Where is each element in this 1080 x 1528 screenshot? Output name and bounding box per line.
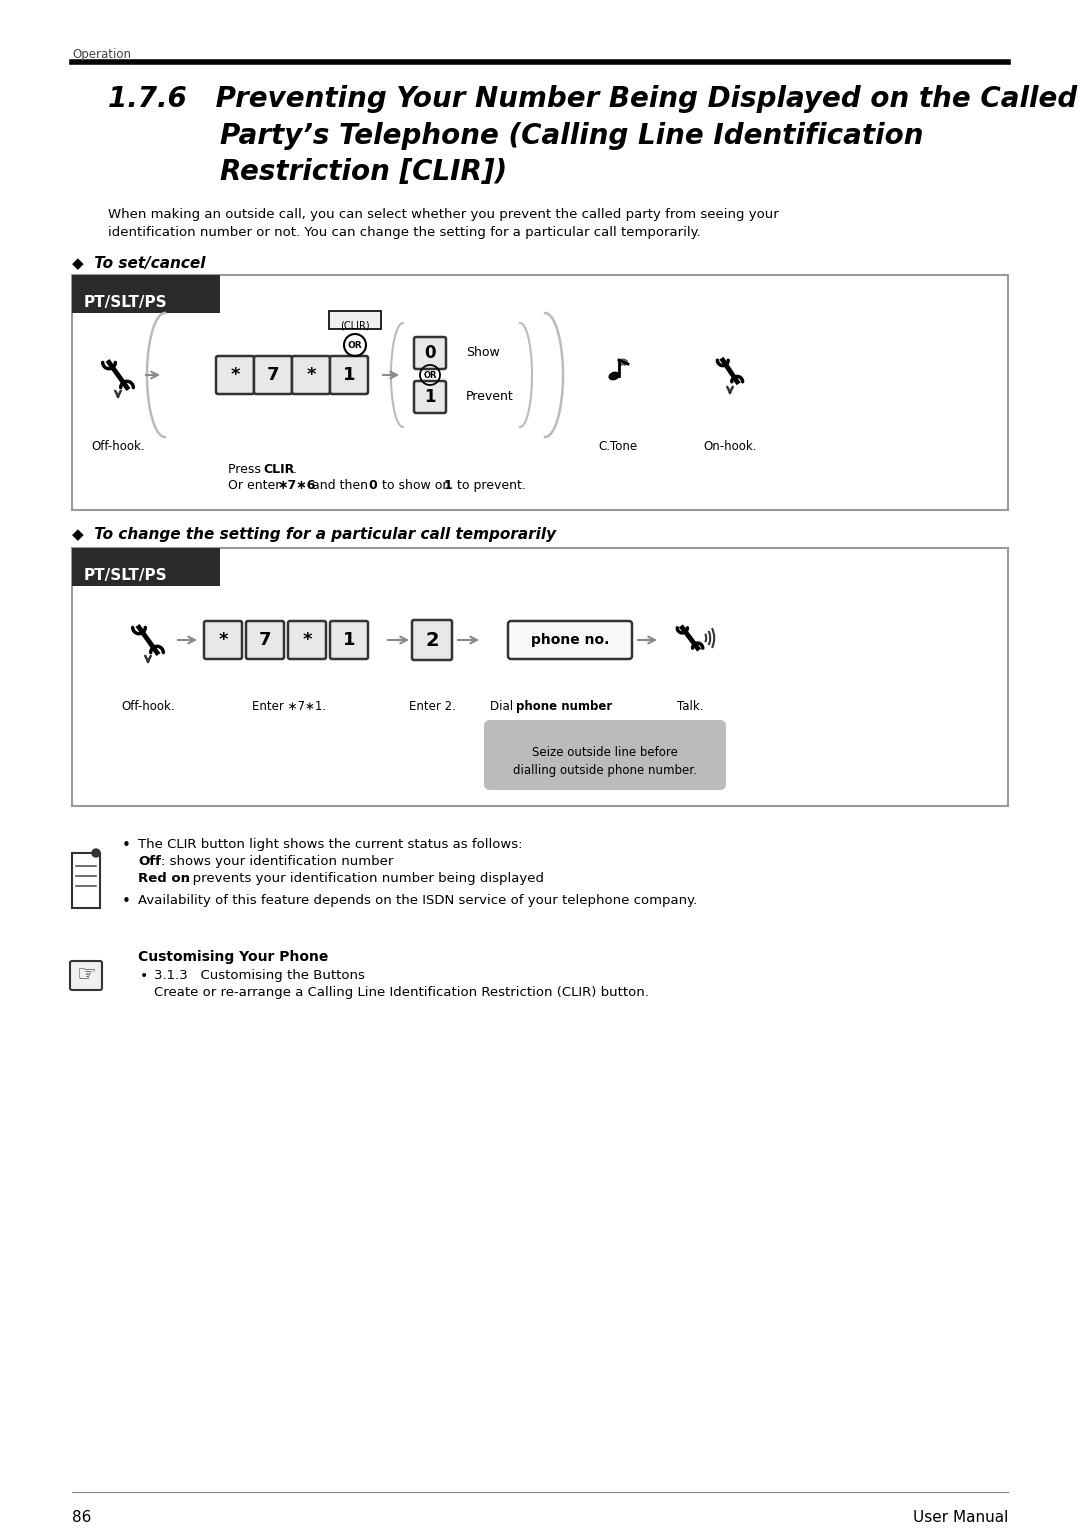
FancyBboxPatch shape bbox=[246, 620, 284, 659]
FancyBboxPatch shape bbox=[414, 338, 446, 368]
Text: Prevent: Prevent bbox=[465, 391, 514, 403]
FancyBboxPatch shape bbox=[72, 275, 1008, 510]
Text: 0: 0 bbox=[368, 478, 377, 492]
Text: : prevents your identification number being displayed: : prevents your identification number be… bbox=[184, 872, 544, 885]
Text: *: * bbox=[302, 631, 312, 649]
Text: and then: and then bbox=[308, 478, 372, 492]
Text: Customising Your Phone: Customising Your Phone bbox=[138, 950, 328, 964]
Text: CLIR: CLIR bbox=[264, 463, 294, 477]
Text: On-hook.: On-hook. bbox=[703, 440, 757, 452]
FancyBboxPatch shape bbox=[216, 356, 254, 394]
Polygon shape bbox=[538, 726, 562, 738]
Text: 1: 1 bbox=[342, 631, 355, 649]
Text: to prevent.: to prevent. bbox=[453, 478, 526, 492]
Text: Seize outside line before: Seize outside line before bbox=[532, 746, 678, 759]
Text: Operation: Operation bbox=[72, 47, 131, 61]
Ellipse shape bbox=[609, 373, 619, 379]
Text: 0: 0 bbox=[424, 344, 435, 362]
FancyBboxPatch shape bbox=[329, 312, 381, 329]
FancyBboxPatch shape bbox=[72, 853, 100, 908]
Text: Availability of this feature depends on the ISDN service of your telephone compa: Availability of this feature depends on … bbox=[138, 894, 698, 908]
Text: Talk.: Talk. bbox=[677, 700, 703, 714]
Text: *: * bbox=[307, 367, 315, 384]
FancyBboxPatch shape bbox=[288, 620, 326, 659]
Text: (CLIR): (CLIR) bbox=[340, 319, 369, 330]
Text: Restriction [CLIR]): Restriction [CLIR]) bbox=[220, 157, 508, 186]
Text: •: • bbox=[122, 837, 131, 853]
FancyBboxPatch shape bbox=[508, 620, 632, 659]
Text: ∗7∗6: ∗7∗6 bbox=[278, 478, 316, 492]
Text: 7: 7 bbox=[259, 631, 271, 649]
Text: Enter ∗7∗1.: Enter ∗7∗1. bbox=[252, 700, 326, 714]
Text: 7: 7 bbox=[267, 367, 280, 384]
Text: 1: 1 bbox=[342, 367, 355, 384]
FancyBboxPatch shape bbox=[414, 380, 446, 413]
FancyBboxPatch shape bbox=[254, 356, 292, 394]
Text: PT/SLT/PS: PT/SLT/PS bbox=[84, 295, 167, 310]
FancyBboxPatch shape bbox=[484, 720, 726, 790]
Text: ☞: ☞ bbox=[76, 966, 96, 986]
Text: ◆  To change the setting for a particular call temporarily: ◆ To change the setting for a particular… bbox=[72, 527, 556, 542]
Circle shape bbox=[92, 850, 100, 857]
Text: •: • bbox=[140, 969, 148, 983]
Text: Party’s Telephone (Calling Line Identification: Party’s Telephone (Calling Line Identifi… bbox=[220, 122, 923, 150]
FancyBboxPatch shape bbox=[72, 275, 220, 313]
FancyBboxPatch shape bbox=[411, 620, 453, 660]
Text: Create or re-arrange a Calling Line Identification Restriction (CLIR) button.: Create or re-arrange a Calling Line Iden… bbox=[154, 986, 649, 999]
Text: Off-hook.: Off-hook. bbox=[121, 700, 175, 714]
Text: Off: Off bbox=[138, 856, 161, 868]
Text: .: . bbox=[293, 463, 297, 477]
FancyBboxPatch shape bbox=[204, 620, 242, 659]
Text: User Manual: User Manual bbox=[913, 1510, 1008, 1525]
Text: 1: 1 bbox=[424, 388, 435, 406]
Text: C.Tone: C.Tone bbox=[598, 440, 637, 452]
FancyBboxPatch shape bbox=[292, 356, 330, 394]
Text: .: . bbox=[594, 700, 597, 714]
Text: Dial: Dial bbox=[490, 700, 517, 714]
Text: Red on: Red on bbox=[138, 872, 190, 885]
FancyBboxPatch shape bbox=[330, 356, 368, 394]
FancyBboxPatch shape bbox=[70, 961, 102, 990]
Text: 1: 1 bbox=[444, 478, 453, 492]
FancyBboxPatch shape bbox=[72, 549, 220, 587]
Text: 2: 2 bbox=[426, 631, 438, 649]
Text: *: * bbox=[230, 367, 240, 384]
Text: 3.1.3   Customising the Buttons: 3.1.3 Customising the Buttons bbox=[154, 969, 365, 983]
Text: identification number or not. You can change the setting for a particular call t: identification number or not. You can ch… bbox=[108, 226, 701, 238]
Text: OR: OR bbox=[423, 370, 436, 379]
Text: Enter 2.: Enter 2. bbox=[408, 700, 456, 714]
Text: 1.7.6   Preventing Your Number Being Displayed on the Called: 1.7.6 Preventing Your Number Being Displ… bbox=[108, 86, 1077, 113]
Text: Off-hook.: Off-hook. bbox=[91, 440, 145, 452]
Text: to show or: to show or bbox=[378, 478, 451, 492]
FancyBboxPatch shape bbox=[72, 549, 1008, 805]
Text: : shows your identification number: : shows your identification number bbox=[161, 856, 393, 868]
Text: When making an outside call, you can select whether you prevent the called party: When making an outside call, you can sel… bbox=[108, 208, 779, 222]
Text: phone no.: phone no. bbox=[530, 633, 609, 646]
Text: ◆  To set/cancel: ◆ To set/cancel bbox=[72, 255, 205, 270]
Text: phone number: phone number bbox=[516, 700, 612, 714]
Text: OR: OR bbox=[348, 341, 362, 350]
Text: Or enter: Or enter bbox=[228, 478, 284, 492]
FancyBboxPatch shape bbox=[330, 620, 368, 659]
Text: •: • bbox=[122, 894, 131, 909]
Text: Press: Press bbox=[228, 463, 265, 477]
Text: dialling outside phone number.: dialling outside phone number. bbox=[513, 764, 697, 778]
Text: PT/SLT/PS: PT/SLT/PS bbox=[84, 568, 167, 584]
Text: *: * bbox=[218, 631, 228, 649]
Text: The CLIR button light shows the current status as follows:: The CLIR button light shows the current … bbox=[138, 837, 523, 851]
Text: 86: 86 bbox=[72, 1510, 92, 1525]
Text: Show: Show bbox=[465, 347, 500, 359]
